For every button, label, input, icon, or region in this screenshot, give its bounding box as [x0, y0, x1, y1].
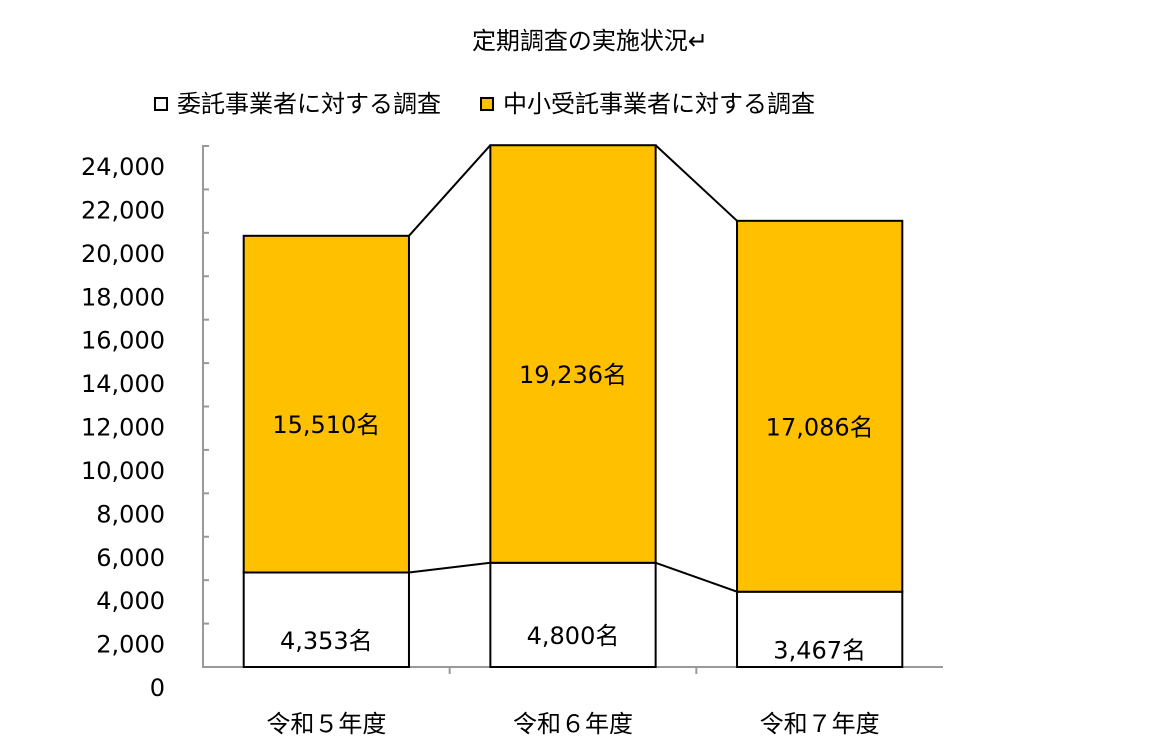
legend-swatch: [154, 97, 168, 111]
legend-label: 委託事業者に対する調査: [177, 90, 441, 118]
data-label: 15,510名: [272, 411, 380, 439]
chart-title: 定期調査の実施状況↵: [472, 27, 708, 55]
y-tick-label: 14,000: [81, 370, 165, 398]
series-line: [408, 144, 492, 237]
data-label: 3,467名: [773, 636, 866, 664]
data-label: 4,353名: [280, 627, 373, 655]
data-label: 17,086名: [766, 413, 874, 441]
y-tick-label: 16,000: [81, 327, 165, 355]
y-tick-label: 4,000: [96, 587, 165, 615]
y-tick-label: 24,000: [81, 153, 165, 181]
y-tick-label: 10,000: [81, 457, 165, 485]
legend-swatch: [480, 97, 494, 111]
y-tick-label: 0: [150, 674, 165, 702]
bar-segment: [736, 219, 904, 593]
y-tick-label: 6,000: [96, 544, 165, 572]
series-line: [408, 561, 491, 574]
bar-segment: [242, 571, 410, 668]
y-tick-label: 20,000: [81, 240, 165, 268]
y-tick-label: 8,000: [96, 500, 165, 528]
data-label: 19,236名: [519, 361, 627, 389]
x-tick-label: 令和７年度: [760, 710, 880, 738]
x-tick-label: 令和５年度: [266, 710, 386, 738]
bar-segment: [242, 234, 410, 574]
legend-label: 中小受託事業者に対する調査: [503, 90, 815, 118]
y-tick-label: 22,000: [81, 196, 165, 224]
y-tick-label: 12,000: [81, 414, 165, 442]
series-line: [655, 561, 738, 593]
y-tick-label: 2,000: [96, 631, 165, 659]
data-label: 4,800名: [527, 622, 620, 650]
bar-segment: [736, 590, 904, 668]
y-tick-label: 18,000: [81, 283, 165, 311]
bar-segment: [489, 144, 657, 564]
series-line: [654, 144, 738, 222]
bar-segment: [489, 561, 657, 668]
x-tick-label: 令和６年度: [513, 710, 633, 738]
